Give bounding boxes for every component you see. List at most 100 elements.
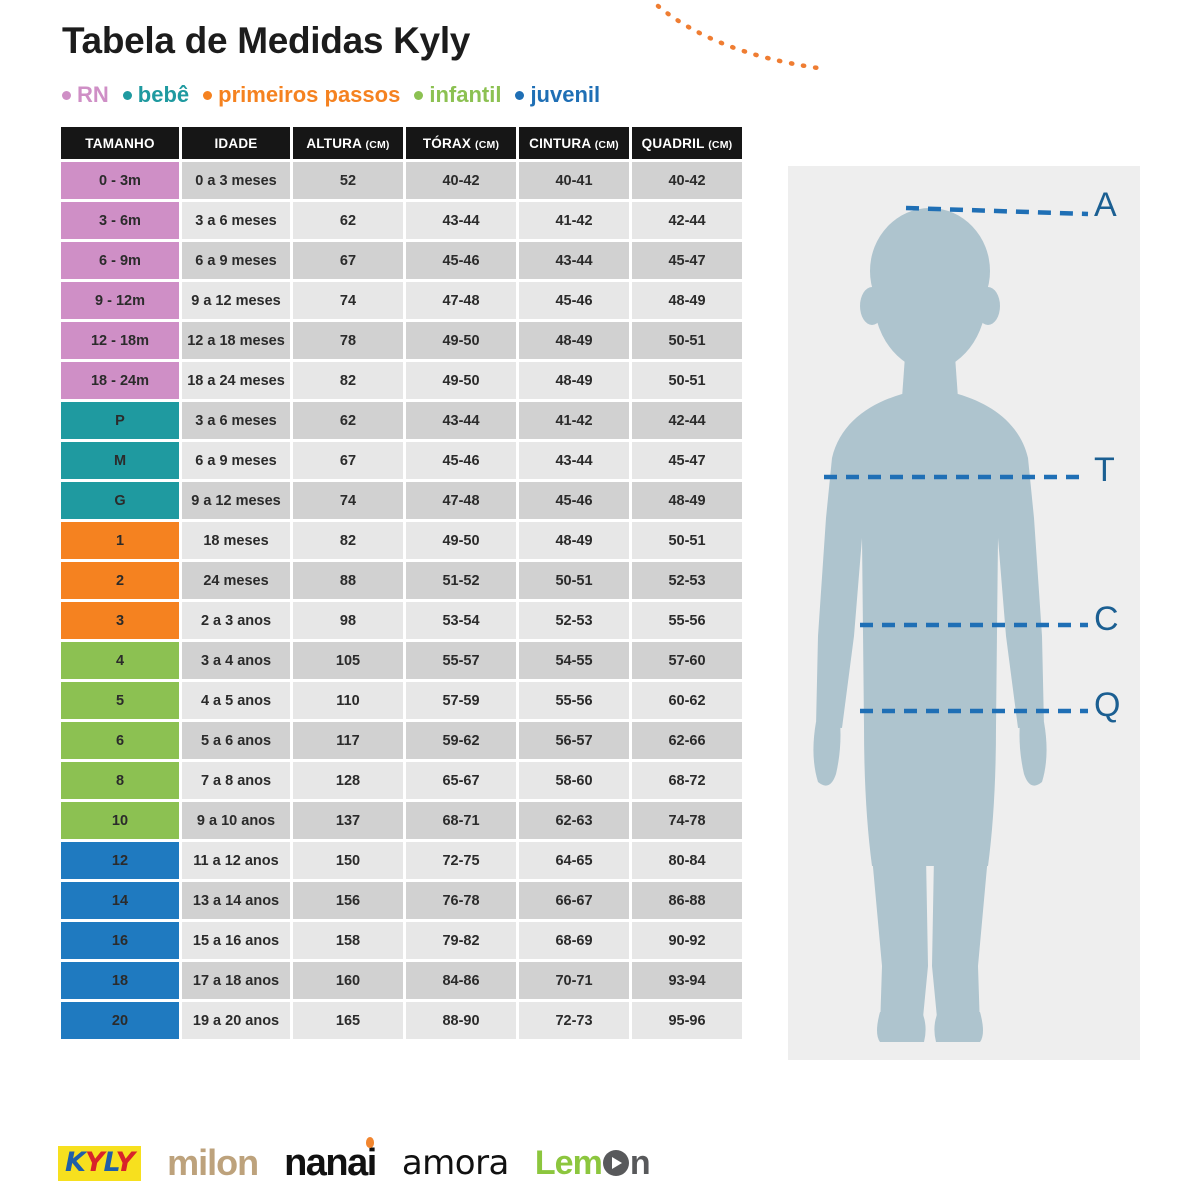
cell-altura: 82 xyxy=(293,522,403,559)
cell-torax: 59-62 xyxy=(406,722,516,759)
brand-logo-amora: amora xyxy=(401,1143,510,1183)
dotted-arc-decoration xyxy=(655,3,820,71)
legend-label-infantil: infantil xyxy=(429,82,502,107)
cell-tamanho: 18 - 24m xyxy=(61,362,179,399)
kyly-letter-y1: Y xyxy=(84,1146,105,1178)
column-header-quadril: QUADRIL (CM) xyxy=(632,127,742,159)
cell-altura: 110 xyxy=(293,682,403,719)
child-silhouette-shape xyxy=(813,208,1047,1042)
table-row: 18 - 24m 18 a 24 meses 82 49-50 48-49 50-51 xyxy=(61,362,742,399)
cell-age: 9 a 12 meses xyxy=(182,282,290,319)
table-header-row: TAMANHO IDADE ALTURA (CM) TÓRAX (CM) CIN xyxy=(61,127,742,159)
column-header-cintura-unit: (CM) xyxy=(594,138,619,151)
kyly-letter-y2: Y xyxy=(115,1146,136,1178)
cell-age: 2 a 3 anos xyxy=(182,602,290,639)
cell-age: 12 a 18 meses xyxy=(182,322,290,359)
legend-label-primeiros-passos: primeiros passos xyxy=(218,82,401,107)
cell-torax: 43-44 xyxy=(406,402,516,439)
cell-torax: 49-50 xyxy=(406,322,516,359)
cell-altura: 98 xyxy=(293,602,403,639)
lemon-prefix: Lem xyxy=(534,1144,603,1182)
cell-torax: 51-52 xyxy=(406,562,516,599)
cell-altura: 165 xyxy=(293,1002,403,1039)
measurements-table-body: 0 - 3m 0 a 3 meses 52 40-42 40-41 40-42 3 - 6m… xyxy=(61,162,742,1039)
cell-age: 24 meses xyxy=(182,562,290,599)
legend-dot-juvenil xyxy=(515,90,525,100)
cell-torax: 68-71 xyxy=(406,802,516,839)
cell-quadril: 40-42 xyxy=(632,162,742,199)
cell-cintura: 40-41 xyxy=(519,162,629,199)
cell-torax: 84-86 xyxy=(406,962,516,999)
cell-quadril: 42-44 xyxy=(632,202,742,239)
cell-altura: 52 xyxy=(293,162,403,199)
cell-torax: 72-75 xyxy=(406,842,516,879)
column-header-torax-label: TÓRAX xyxy=(422,135,472,151)
cell-altura: 160 xyxy=(293,962,403,999)
cell-age: 4 a 5 anos xyxy=(182,682,290,719)
cell-age: 3 a 6 meses xyxy=(182,202,290,239)
column-header-torax-unit: (CM) xyxy=(475,138,500,151)
legend-label-juvenil: juvenil xyxy=(530,82,601,107)
measurements-table-wrapper: TAMANHO IDADE ALTURA (CM) TÓRAX (CM) CIN xyxy=(58,124,742,1042)
cell-quadril: 45-47 xyxy=(632,242,742,279)
cell-cintura: 50-51 xyxy=(519,562,629,599)
cell-age: 17 a 18 anos xyxy=(182,962,290,999)
cell-altura: 67 xyxy=(293,442,403,479)
cell-torax: 65-67 xyxy=(406,762,516,799)
cell-altura: 67 xyxy=(293,242,403,279)
cell-tamanho: G xyxy=(61,482,179,519)
cell-quadril: 68-72 xyxy=(632,762,742,799)
cell-quadril: 62-66 xyxy=(632,722,742,759)
cell-cintura: 56-57 xyxy=(519,722,629,759)
play-circle-icon xyxy=(602,1150,629,1176)
cell-quadril: 90-92 xyxy=(632,922,742,959)
legend-item-juvenil: juvenil xyxy=(515,82,600,108)
cell-altura: 156 xyxy=(293,882,403,919)
cell-tamanho: 6 - 9m xyxy=(61,242,179,279)
cell-quadril: 42-44 xyxy=(632,402,742,439)
table-row: 14 13 a 14 anos 156 76-78 66-67 86-88 xyxy=(61,882,742,919)
legend-item-rn: RN xyxy=(62,82,109,108)
table-row: 1 18 meses 82 49-50 48-49 50-51 xyxy=(61,522,742,559)
column-header-altura-label: ALTURA xyxy=(306,135,362,151)
measure-label-torax: T xyxy=(1094,451,1115,489)
table-row: 12 - 18m 12 a 18 meses 78 49-50 48-49 50-51 xyxy=(61,322,742,359)
measure-label-cintura: C xyxy=(1094,600,1119,638)
cell-cintura: 43-44 xyxy=(519,442,629,479)
cell-quadril: 50-51 xyxy=(632,522,742,559)
cell-tamanho: 2 xyxy=(61,562,179,599)
cell-tamanho: 5 xyxy=(61,682,179,719)
kyly-letter-k: K xyxy=(65,1146,86,1178)
lemon-suffix: n xyxy=(629,1144,651,1182)
cell-tamanho: 18 xyxy=(61,962,179,999)
cell-cintura: 58-60 xyxy=(519,762,629,799)
nanai-leaf-icon xyxy=(365,1137,374,1148)
table-row: 2 24 meses 88 51-52 50-51 52-53 xyxy=(61,562,742,599)
cell-altura: 158 xyxy=(293,922,403,959)
cell-torax: 57-59 xyxy=(406,682,516,719)
measure-line-altura xyxy=(905,205,1089,217)
cell-quadril: 45-47 xyxy=(632,442,742,479)
cell-quadril: 86-88 xyxy=(632,882,742,919)
cell-quadril: 60-62 xyxy=(632,682,742,719)
cell-cintura: 48-49 xyxy=(519,362,629,399)
cell-torax: 40-42 xyxy=(406,162,516,199)
legend-item-infantil: infantil xyxy=(414,82,501,108)
cell-quadril: 57-60 xyxy=(632,642,742,679)
kyly-letter-l: L xyxy=(103,1146,117,1178)
nanai-text: nanai xyxy=(284,1142,377,1184)
cell-cintura: 62-63 xyxy=(519,802,629,839)
cell-tamanho: 9 - 12m xyxy=(61,282,179,319)
page-title: Tabela de Medidas Kyly xyxy=(62,20,471,61)
cell-quadril: 93-94 xyxy=(632,962,742,999)
cell-age: 0 a 3 meses xyxy=(182,162,290,199)
cell-quadril: 50-51 xyxy=(632,362,742,399)
